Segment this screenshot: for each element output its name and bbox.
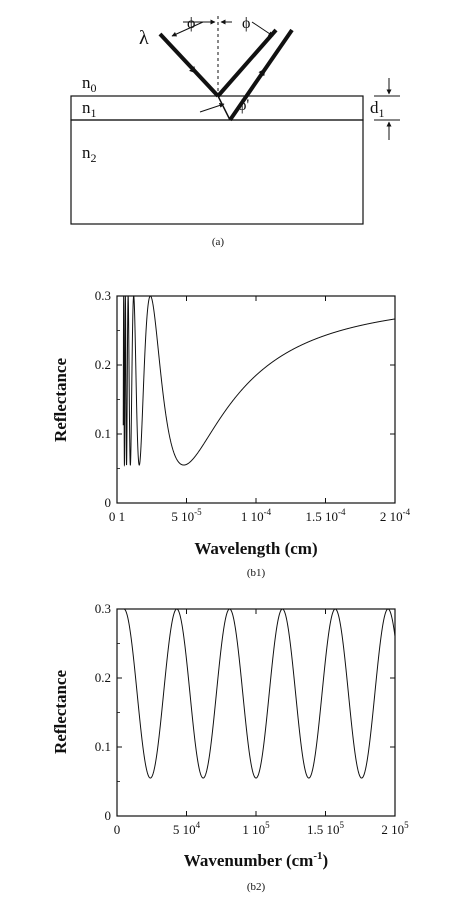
chart-reflectance-vs-wavenumber: 0 0.1 0.2 0.3 0 5 104 1 105 1.5 105 2 105 Reflec…: [51, 601, 409, 893]
x-tick-label: 5 10-5: [171, 507, 202, 524]
x-tick-label: 0: [114, 822, 121, 837]
x-tick-label: 1 105: [242, 820, 270, 837]
y-tick-label: 0.1: [95, 739, 111, 754]
reflected-ray: [216, 28, 278, 98]
axis-ticks: 0 0.1 0.2 0.3 0 1 5 10-5 1 10-4 1.5 10-4 2 10-4: [95, 288, 411, 524]
x-tick-label: 2 105: [381, 820, 409, 837]
x-axis-title: Wavenumber (cm-1): [184, 850, 328, 870]
x-tick-label: 1 10-4: [241, 507, 272, 524]
film-layer: [70, 95, 364, 121]
phi-right-label: ϕ: [242, 15, 250, 32]
x-axis-title: Wavelength (cm): [194, 539, 317, 558]
plot-frame: [116, 608, 396, 817]
x-tick-label: 5 104: [173, 820, 201, 837]
phi-left-arrow-1: [171, 21, 204, 37]
reflectance-curve: [122, 295, 396, 467]
phi-left-label: ϕ: [187, 15, 195, 32]
caption-b1: (b1): [247, 567, 266, 579]
x-tick-label: 1.5 105: [307, 820, 345, 837]
x-tick-label: 0 1: [109, 509, 125, 524]
y-tick-label: 0.1: [95, 426, 111, 441]
wavelength-label: λ: [139, 27, 149, 49]
phi-prime-label: ϕ': [238, 97, 249, 114]
refracted-ray: [217, 95, 231, 121]
second-ray-arrow: [252, 68, 266, 87]
x-tick-label: 2 10-4: [380, 507, 411, 524]
n2-label: n2: [82, 143, 97, 165]
y-tick-label: 0.2: [95, 357, 111, 372]
phi-right-arrow-2: [251, 21, 274, 37]
d1-label: d1: [370, 98, 385, 120]
y-tick-label: 0.3: [95, 601, 111, 616]
x-tick-label: 1.5 10-4: [306, 507, 346, 524]
n0-label: n0: [82, 73, 97, 95]
caption-b2: (b2): [247, 881, 266, 893]
y-tick-label: 0: [105, 808, 112, 823]
reflectance-curve: [123, 608, 396, 779]
y-axis-title: Reflectance: [51, 670, 70, 754]
n1-label: n1: [82, 98, 97, 120]
thin-film-diagram: λ ϕ ϕ ϕ' n0 n1 n2 d1 (a): [70, 15, 400, 248]
y-tick-label: 0.3: [95, 288, 111, 303]
y-tick-label: 0.2: [95, 670, 111, 685]
caption-a: (a): [212, 236, 225, 248]
axis-ticks: 0 0.1 0.2 0.3 0 5 104 1 105 1.5 105 2 105: [95, 601, 409, 837]
substrate-layer: [70, 119, 364, 225]
incident-ray-arrow: [175, 51, 197, 74]
y-axis-title: Reflectance: [51, 358, 70, 442]
y-tick-label: 0: [105, 495, 112, 510]
phi-prime-arrow: [199, 103, 225, 113]
